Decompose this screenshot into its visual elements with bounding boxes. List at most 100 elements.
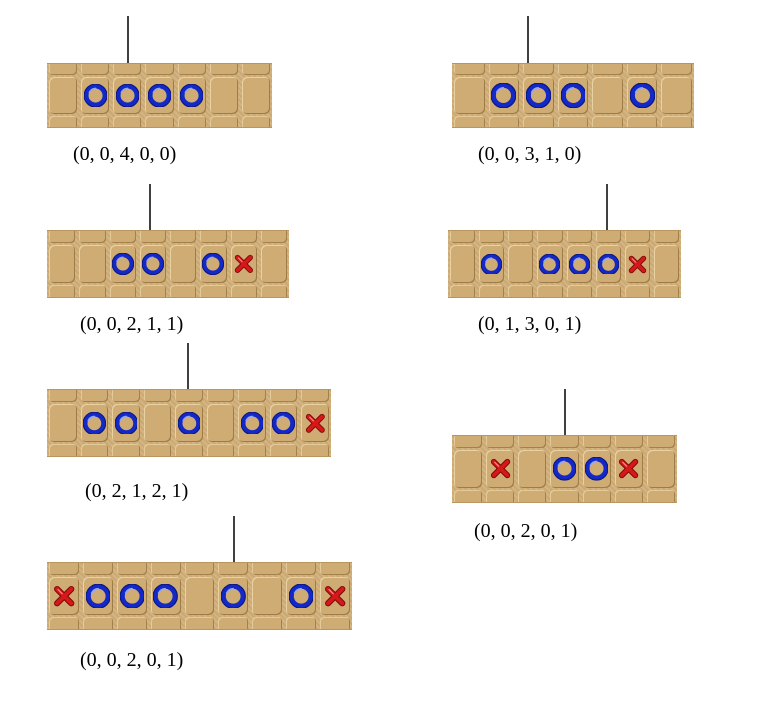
- board-edge-cell: [566, 285, 592, 297]
- board-edge-cell: [177, 64, 206, 76]
- board-edge-cell: [614, 436, 643, 448]
- board-edge-cell: [286, 563, 317, 575]
- board-edge-cell: [200, 231, 227, 243]
- board-edge-cell: [209, 115, 238, 127]
- board-edge-cell: [479, 231, 505, 243]
- board-edge-cell: [488, 64, 520, 76]
- board-edge-cell: [175, 390, 203, 402]
- o-piece-icon: [539, 253, 561, 275]
- x-piece-icon: [305, 413, 325, 433]
- board-edge-cell: [486, 436, 515, 448]
- board-cell: [454, 77, 485, 114]
- board-edge-cell: [508, 231, 534, 243]
- board-edge-cell: [626, 64, 658, 76]
- board-cell: [260, 244, 287, 284]
- board-edge-cell: [252, 617, 283, 629]
- board-edge-cell: [143, 390, 172, 402]
- o-piece-icon: [119, 583, 144, 609]
- o-piece-icon: [177, 411, 201, 435]
- board-edge-cell: [582, 436, 611, 448]
- o-piece-icon: [491, 83, 517, 108]
- o-piece-icon: [147, 83, 172, 108]
- board-edge-cell: [523, 64, 554, 76]
- board-edge-cell: [113, 115, 142, 127]
- board-edge-cell: [80, 444, 109, 456]
- x-piece-icon: [53, 585, 75, 607]
- board-edge-cell: [269, 390, 298, 402]
- board-edge-cell: [82, 563, 113, 575]
- board-edge-cell: [653, 231, 679, 243]
- o-piece-icon: [141, 253, 164, 275]
- board-edge-cell: [518, 490, 547, 502]
- board-edge-cell: [454, 436, 483, 448]
- o-piece-icon: [115, 83, 139, 108]
- board-edge-cell: [550, 490, 579, 502]
- board-cell: [252, 576, 283, 616]
- board-edge-cell: [661, 115, 692, 127]
- board-cell: [661, 77, 692, 114]
- o-piece-icon: [568, 253, 590, 275]
- o-piece-icon: [202, 253, 225, 275]
- board-edge-cell: [116, 617, 147, 629]
- board-edge-cell: [537, 285, 563, 297]
- board-edge-cell: [653, 285, 679, 297]
- board-edge-cell: [82, 617, 113, 629]
- board-edge-cell: [81, 64, 110, 76]
- board-edge-cell: [230, 285, 257, 297]
- board-cell: [49, 244, 76, 284]
- board-cell: [143, 403, 172, 443]
- board-edge-cell: [218, 617, 249, 629]
- board-edge-cell: [184, 563, 215, 575]
- board-edge-cell: [170, 285, 197, 297]
- o-piece-icon: [240, 411, 264, 435]
- x-piece-icon: [234, 254, 253, 274]
- board-edge-cell: [582, 490, 611, 502]
- board-edge-cell: [454, 490, 483, 502]
- o-piece-icon: [221, 583, 246, 609]
- board-edge-cell: [49, 285, 76, 297]
- o-piece-icon: [481, 253, 503, 275]
- board-cell: [454, 449, 483, 489]
- board-cell: [49, 77, 78, 114]
- board-cell: [241, 77, 270, 114]
- board-edge-cell: [241, 115, 270, 127]
- board-cell: [508, 244, 534, 284]
- board-edge-cell: [238, 444, 266, 456]
- board-cell: [49, 403, 77, 443]
- board-edge-cell: [143, 444, 172, 456]
- board-cell: [518, 449, 547, 489]
- board-edge-cell: [646, 490, 675, 502]
- o-piece-icon: [525, 83, 551, 108]
- x-piece-icon: [628, 255, 647, 273]
- board-cell: [592, 77, 623, 114]
- o-piece-icon: [153, 583, 178, 609]
- board-edge-cell: [49, 390, 77, 402]
- board-edge-cell: [139, 231, 166, 243]
- board-edge-cell: [595, 285, 621, 297]
- board-edge-cell: [260, 285, 287, 297]
- board-edge-cell: [488, 115, 520, 127]
- board-edge-cell: [286, 617, 317, 629]
- board-edge-cell: [241, 64, 270, 76]
- board-cell: [79, 244, 106, 284]
- board-edge-cell: [508, 285, 534, 297]
- board-edge-cell: [145, 115, 174, 127]
- board-edge-cell: [49, 444, 77, 456]
- board-edge-cell: [112, 444, 140, 456]
- board-edge-cell: [320, 617, 350, 629]
- board-cell: [646, 449, 675, 489]
- board-edge-cell: [646, 436, 675, 448]
- board-edge-cell: [479, 285, 505, 297]
- board-edge-cell: [238, 390, 266, 402]
- game-board: [47, 63, 272, 128]
- board-edge-cell: [320, 563, 350, 575]
- board-edge-cell: [624, 285, 650, 297]
- board-edge-cell: [177, 115, 206, 127]
- board-edge-cell: [450, 285, 476, 297]
- board-edge-cell: [109, 285, 136, 297]
- board-edge-cell: [80, 390, 109, 402]
- board-edge-cell: [184, 617, 215, 629]
- board-cell: [206, 403, 235, 443]
- board-edge-cell: [49, 115, 78, 127]
- board-edge-cell: [170, 231, 197, 243]
